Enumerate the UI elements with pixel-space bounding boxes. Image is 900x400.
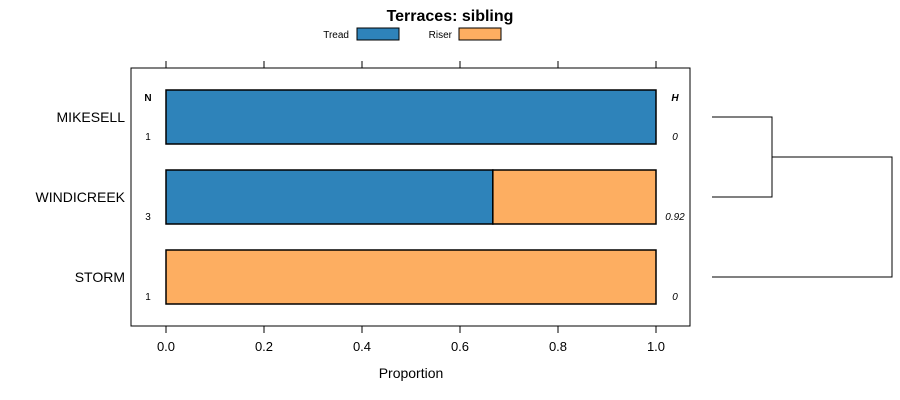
- bar-riser-storm: [165, 249, 657, 305]
- bar-tread-mikesell: [165, 89, 657, 145]
- bar-riser-windicreek: [492, 169, 657, 225]
- top-axis-ticks: [165, 61, 657, 68]
- x-tick-label: 0.6: [451, 339, 469, 354]
- n-value: 1: [145, 132, 151, 143]
- h-value: 0.92: [665, 212, 685, 223]
- x-tick-label: 0.8: [549, 339, 567, 354]
- category-label: WINDICREEK: [36, 189, 126, 205]
- bars: [165, 89, 657, 305]
- category-label: STORM: [75, 269, 125, 285]
- h-value: 0: [672, 132, 678, 143]
- dendrogram-link-root: [712, 156, 893, 278]
- n-value: 1: [145, 292, 151, 303]
- n-column: 1 3 1: [145, 132, 151, 303]
- dendrogram-link-mikesell-windicreek: [712, 116, 773, 198]
- category-labels: MIKESELL WINDICREEK STORM: [36, 109, 126, 285]
- bar-tread-windicreek: [165, 169, 494, 225]
- dendrogram: [712, 116, 893, 278]
- legend: Tread Riser: [323, 27, 502, 41]
- h-column: 0 0.92 0: [665, 132, 685, 303]
- n-value: 3: [145, 212, 151, 223]
- legend-label-riser: Riser: [429, 30, 453, 41]
- x-tick-label: 0.0: [157, 339, 175, 354]
- n-header: N: [144, 93, 151, 104]
- x-axis: 0.0 0.2 0.4 0.6 0.8 1.0: [157, 326, 665, 354]
- plot-frame: [130, 67, 691, 327]
- legend-swatch-riser: [458, 27, 502, 41]
- x-axis-title: Proportion: [379, 365, 444, 381]
- legend-swatch-tread: [356, 27, 400, 41]
- legend-label-tread: Tread: [323, 30, 349, 41]
- category-label: MIKESELL: [57, 109, 126, 125]
- x-tick-label: 1.0: [647, 339, 665, 354]
- h-value: 0: [672, 292, 678, 303]
- chart-title: Terraces: sibling: [387, 8, 514, 25]
- x-tick-label: 0.4: [353, 339, 371, 354]
- h-header: H: [671, 93, 679, 104]
- x-tick-label: 0.2: [255, 339, 273, 354]
